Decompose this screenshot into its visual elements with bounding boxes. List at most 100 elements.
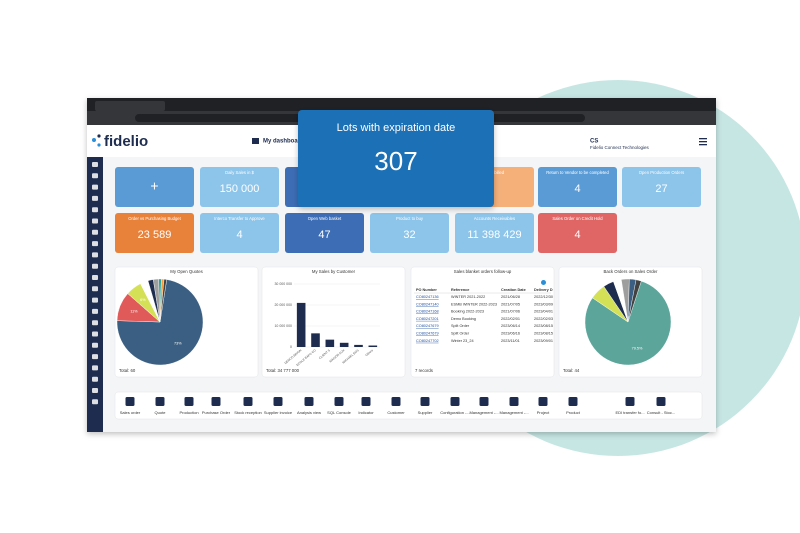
sidebar-icon[interactable]	[92, 241, 98, 247]
toolbar-icon[interactable]	[391, 397, 401, 406]
toolbar-icon[interactable]	[273, 397, 283, 406]
toolbar-label[interactable]: Configuration -...	[440, 410, 470, 415]
bar[interactable]	[354, 344, 363, 347]
po-link[interactable]: CO80247201	[416, 317, 439, 321]
tile[interactable]	[538, 167, 617, 207]
sidebar-icon[interactable]	[92, 342, 98, 348]
toolbar-label[interactable]: Stock reception	[234, 410, 262, 415]
sidebar-icon[interactable]	[92, 218, 98, 224]
tile[interactable]	[200, 167, 279, 207]
user-initials: CS	[590, 139, 598, 145]
toolbar-label[interactable]: Quote	[155, 410, 167, 415]
tile[interactable]	[370, 213, 449, 253]
pie-slice[interactable]	[116, 279, 204, 366]
sidebar-icon[interactable]	[92, 275, 98, 280]
toolbar-icon[interactable]	[509, 397, 519, 406]
po-link[interactable]: CO80247679	[416, 332, 439, 336]
toolbar-icon[interactable]	[450, 397, 460, 406]
toolbar-icon[interactable]	[184, 397, 194, 406]
toolbar-label[interactable]: Purchase Order	[202, 410, 231, 415]
sidebar-icon[interactable]	[92, 399, 98, 405]
table-cell: 2022/02/03	[534, 317, 553, 321]
toolbar-label[interactable]: Sales order	[120, 410, 141, 415]
toolbar-icon[interactable]	[334, 397, 344, 406]
sidebar-icon[interactable]	[92, 184, 98, 190]
settings-icon[interactable]	[541, 280, 546, 285]
tile-title: Accounts Receivables	[474, 216, 515, 221]
sidebar-icon[interactable]	[92, 331, 98, 337]
toolbar-icon[interactable]	[420, 397, 430, 406]
sidebar-icon[interactable]	[92, 308, 98, 314]
po-link[interactable]: CO80247679	[416, 324, 439, 328]
tile[interactable]	[200, 213, 279, 253]
sidebar	[87, 157, 103, 432]
pie-slice[interactable]	[627, 279, 642, 323]
browser-tab[interactable]	[95, 101, 165, 111]
toolbar-label[interactable]: Analysis view	[297, 410, 321, 415]
toolbar-label[interactable]: Supplier	[418, 410, 433, 415]
toolbar-label[interactable]: SQL Console	[327, 410, 351, 415]
sidebar-icon[interactable]	[92, 252, 98, 258]
bar[interactable]	[339, 342, 349, 347]
table-cell: 2023/03/09	[534, 302, 553, 306]
sidebar-icon[interactable]	[92, 388, 98, 393]
popup-card[interactable]	[298, 110, 494, 207]
sidebar-icon[interactable]	[92, 354, 98, 360]
toolbar-icon[interactable]	[211, 397, 221, 406]
sidebar-icon[interactable]	[92, 229, 98, 235]
toolbar-icon[interactable]	[155, 397, 165, 406]
po-link[interactable]: CO80247140	[416, 302, 439, 306]
toolbar-label[interactable]: Production	[179, 410, 198, 415]
sidebar-icon[interactable]	[92, 376, 98, 382]
toolbar-icon[interactable]	[568, 397, 578, 406]
toolbar-icon[interactable]	[656, 397, 666, 406]
toolbar-label[interactable]: Management -...	[469, 410, 498, 415]
sidebar-icon[interactable]	[92, 207, 98, 213]
tile-title: Product to buy	[396, 216, 424, 221]
sidebar-icon[interactable]	[92, 320, 98, 326]
toolbar-icon[interactable]	[625, 397, 635, 406]
tile[interactable]	[115, 213, 194, 253]
toolbar-label[interactable]: Product	[566, 410, 581, 415]
toolbar-icon[interactable]	[304, 397, 314, 406]
toolbar-icon[interactable]	[538, 397, 548, 406]
toolbar-icon[interactable]	[479, 397, 489, 406]
toolbar-label[interactable]: Management -...	[499, 410, 528, 415]
pie-slice[interactable]	[159, 278, 167, 323]
bar[interactable]	[325, 339, 335, 347]
bar[interactable]	[368, 345, 378, 347]
panel-title: My Sales by Customer	[312, 269, 356, 274]
tile[interactable]	[622, 167, 701, 207]
dashboard-selector[interactable]: My dashboard	[263, 139, 304, 145]
toolbar-label[interactable]: Consult - Stoc...	[647, 410, 675, 415]
bar[interactable]	[296, 302, 306, 347]
popup-layer: Lots with expiration date 307	[298, 110, 494, 207]
table-cell: 2023/06/16	[501, 332, 520, 336]
tile[interactable]	[538, 213, 617, 253]
menu-button[interactable]	[699, 138, 707, 146]
sidebar-icon[interactable]	[92, 173, 98, 179]
bar[interactable]	[311, 333, 320, 347]
po-link[interactable]: CO80247702	[416, 339, 439, 343]
sidebar-icon[interactable]	[92, 297, 98, 303]
sidebar-icon[interactable]	[92, 195, 98, 201]
sidebar-icon[interactable]	[92, 286, 98, 292]
toolbar-icon[interactable]	[125, 397, 135, 406]
tile[interactable]	[455, 213, 534, 253]
toolbar-icon[interactable]	[243, 397, 253, 406]
toolbar-label[interactable]: Customer	[387, 410, 405, 415]
toolbar-icon[interactable]	[361, 397, 371, 406]
pie-slice[interactable]	[584, 280, 672, 366]
po-link[interactable]: CO80247136	[416, 295, 439, 299]
toolbar-label[interactable]: Supplier invoice	[264, 410, 293, 415]
sidebar-icon[interactable]	[92, 263, 98, 269]
tile[interactable]	[285, 213, 364, 253]
toolbar-label[interactable]: EDI transfer fo...	[615, 410, 644, 415]
sidebar-icon[interactable]	[92, 162, 98, 167]
toolbar-label[interactable]: Project	[537, 410, 550, 415]
tile[interactable]	[115, 167, 194, 207]
po-link[interactable]: CO80247168	[416, 310, 439, 314]
sidebar-icon[interactable]	[92, 365, 98, 371]
toolbar-label[interactable]: Indicator	[358, 410, 374, 415]
